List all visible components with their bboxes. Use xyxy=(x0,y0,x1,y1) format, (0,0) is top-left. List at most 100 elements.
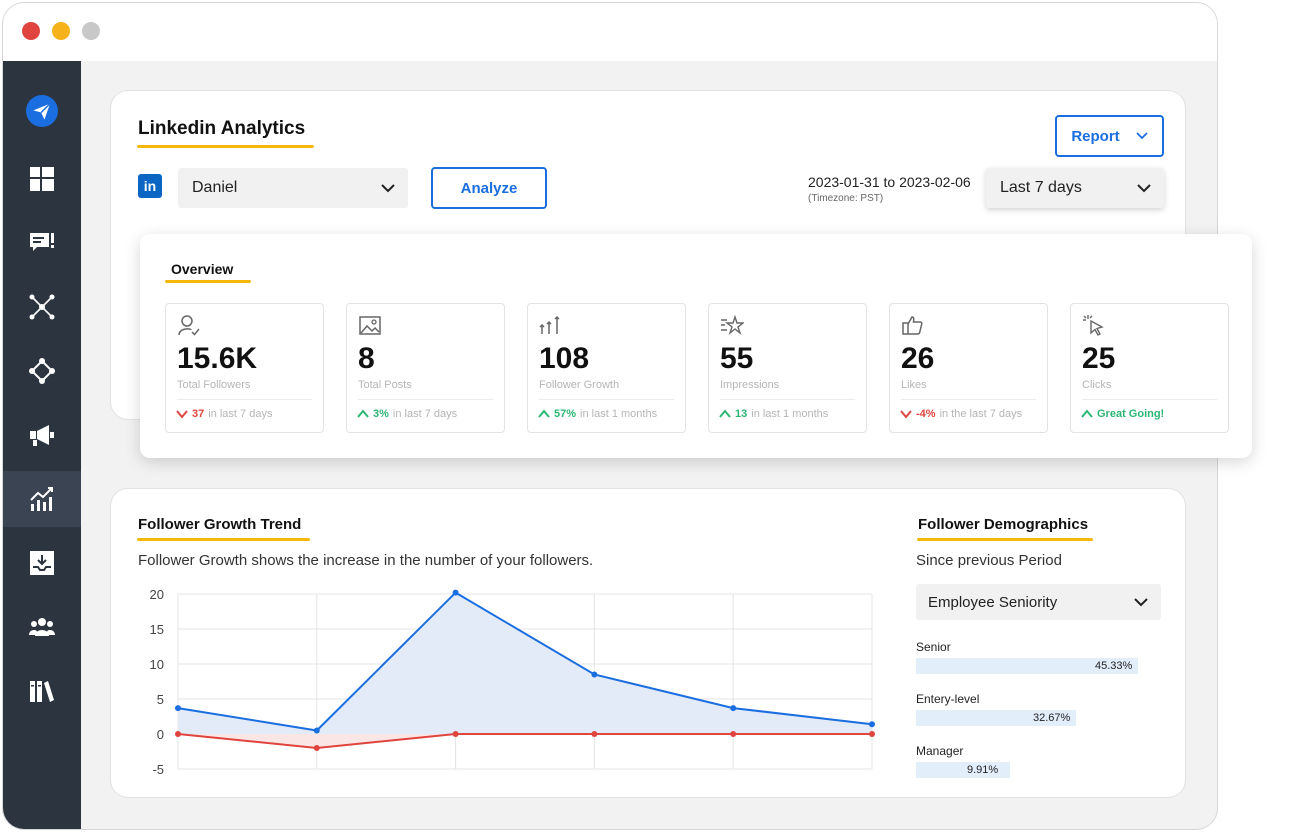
data-point xyxy=(730,705,737,712)
divider xyxy=(177,399,312,400)
team-icon xyxy=(29,618,55,636)
stat-change: -4% xyxy=(916,408,936,420)
analytics-icon xyxy=(30,487,53,511)
date-range: 2023-01-31 to 2023-02-06 xyxy=(808,174,971,190)
stat-value: 26 xyxy=(901,342,935,375)
series-area-0 xyxy=(178,592,872,734)
user-check-icon xyxy=(178,315,200,336)
chevron-down-icon xyxy=(381,184,395,193)
stat-period: in the last 7 days xyxy=(939,408,1023,420)
divider xyxy=(1082,399,1217,400)
data-point xyxy=(869,731,875,737)
sidebar xyxy=(3,61,81,829)
sidebar-item-network[interactable] xyxy=(3,279,81,335)
cursor-click-icon xyxy=(1083,315,1104,336)
stat-label: Impressions xyxy=(720,379,780,391)
sidebar-item-analytics[interactable] xyxy=(3,471,81,527)
sidebar-item-library[interactable] xyxy=(3,663,81,719)
sidebar-item-team[interactable] xyxy=(3,599,81,655)
arrow-up-icon xyxy=(538,409,550,418)
demographic-name: Senior xyxy=(916,640,951,654)
stat-label: Total Followers xyxy=(177,379,251,391)
series-area-1 xyxy=(178,734,872,748)
report-dropdown-button[interactable]: Report xyxy=(1055,115,1164,157)
y-tick-label: 0 xyxy=(157,727,164,742)
sidebar-item-integrations[interactable] xyxy=(3,343,81,399)
growth-description: Follower Growth shows the increase in th… xyxy=(138,552,594,569)
demographics-filter-select[interactable]: Employee Seniority xyxy=(916,584,1161,620)
period-select-value: Last 7 days xyxy=(1000,179,1082,196)
analyze-button[interactable]: Analyze xyxy=(431,167,547,209)
title-bar xyxy=(3,3,1217,61)
demographics-subtitle: Since previous Period xyxy=(916,552,1062,569)
demographic-name: Manager xyxy=(916,744,964,758)
title-underline xyxy=(137,145,314,148)
y-tick-label: 5 xyxy=(157,692,164,707)
stat-card-likes: 26 Likes -4% in the last 7 days xyxy=(889,303,1048,433)
stat-trend: 13 in last 1 months xyxy=(718,408,828,420)
period-select[interactable]: Last 7 days xyxy=(986,168,1164,208)
sidebar-item-campaigns[interactable] xyxy=(3,407,81,463)
stat-value: 55 xyxy=(720,342,754,375)
page-title: Linkedin Analytics xyxy=(138,118,306,139)
stat-label: Likes xyxy=(901,379,927,391)
library-icon xyxy=(30,681,54,702)
stat-value: 15.6K xyxy=(177,342,258,375)
demographics-title: Follower Demographics xyxy=(918,516,1089,533)
timezone-label: (Timezone: PST) xyxy=(808,193,884,204)
image-icon xyxy=(359,316,381,335)
star-lines-icon xyxy=(721,314,744,336)
linkedin-icon: in xyxy=(138,174,162,198)
data-point xyxy=(175,731,181,737)
paper-plane-icon xyxy=(26,95,58,127)
account-select-value: Daniel xyxy=(192,179,238,196)
data-point xyxy=(591,731,598,737)
stat-change: 37 xyxy=(192,408,205,420)
data-point xyxy=(313,745,320,751)
minimize-window-button[interactable] xyxy=(52,22,70,40)
sidebar-item-dashboard[interactable] xyxy=(3,151,81,207)
dashboard-icon xyxy=(30,167,54,191)
stat-change: 57% xyxy=(554,408,577,420)
demographic-name: Entery-level xyxy=(916,692,980,706)
stat-trend: 57% in last 1 months xyxy=(537,408,657,420)
stat-label: Total Posts xyxy=(358,379,412,391)
growth-arrows-icon xyxy=(539,315,560,334)
stat-card-posts: 8 Total Posts 3% in last 7 days xyxy=(346,303,505,433)
stat-change: Great Going! xyxy=(1097,408,1165,420)
stat-period: in last 1 months xyxy=(580,408,658,420)
growth-underline xyxy=(137,538,310,541)
data-point xyxy=(591,671,598,678)
sidebar-item-inbox[interactable] xyxy=(3,535,81,591)
stat-value: 108 xyxy=(539,342,590,375)
overview-panel: Overview 15.6K Total Followers 37 in las… xyxy=(140,234,1252,458)
y-tick-label: 10 xyxy=(150,657,164,672)
zoom-window-button[interactable] xyxy=(82,22,100,40)
stat-card-follower-growth: 108 Follower Growth 57% in last 1 months xyxy=(527,303,686,433)
demographic-percent: 32.67% xyxy=(1033,712,1071,724)
stat-change: 3% xyxy=(373,408,389,420)
megaphone-icon xyxy=(30,425,54,446)
stat-period: in last 7 days xyxy=(392,408,458,420)
demographic-bar xyxy=(916,710,1076,726)
sidebar-item-send[interactable] xyxy=(3,83,81,139)
chevron-down-icon xyxy=(1134,598,1148,607)
arrow-up-icon xyxy=(1081,409,1093,418)
overview-title: Overview xyxy=(171,261,234,277)
divider xyxy=(539,399,674,400)
stat-label: Follower Growth xyxy=(539,379,620,391)
thumbs-up-icon xyxy=(902,316,923,335)
y-tick-label: -5 xyxy=(152,762,164,777)
close-window-button[interactable] xyxy=(22,22,40,40)
series-line-0 xyxy=(177,591,873,732)
stat-change: 13 xyxy=(735,408,748,420)
stat-value: 25 xyxy=(1082,342,1116,375)
account-select[interactable]: Daniel xyxy=(178,168,408,208)
sidebar-item-messages[interactable] xyxy=(3,215,81,271)
chevron-down-icon xyxy=(1137,184,1151,193)
stat-period: in last 7 days xyxy=(208,408,273,420)
network-icon xyxy=(29,294,55,320)
data-point xyxy=(313,727,320,734)
stat-period: in last 1 months xyxy=(751,408,829,420)
series-line-1 xyxy=(177,733,872,750)
